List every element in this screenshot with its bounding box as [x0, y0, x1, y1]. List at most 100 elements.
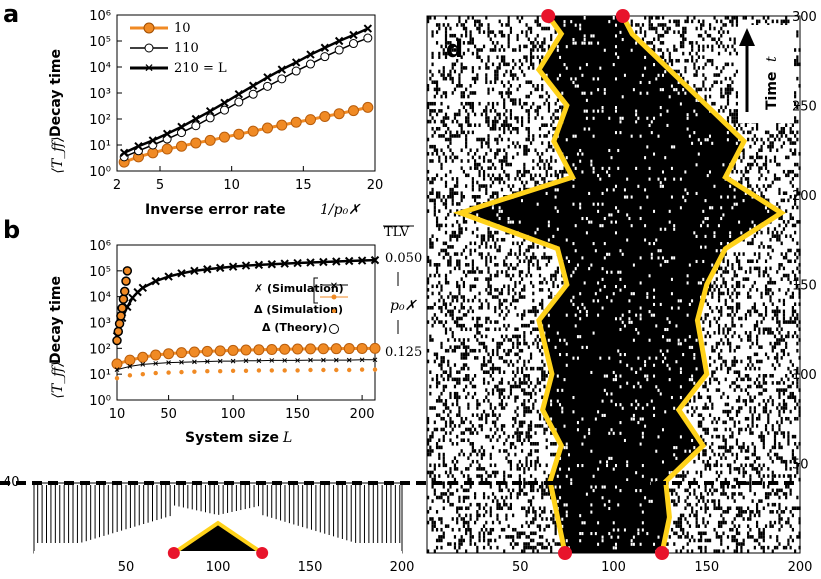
noise-cell: [476, 356, 479, 360]
noise-cell: [485, 112, 488, 117]
noise-cell: [498, 413, 501, 417]
noise-cell: [614, 76, 617, 81]
noise-cell: [661, 255, 664, 260]
noise-cell: [769, 409, 772, 414]
noise-cell: [713, 316, 716, 321]
noise-cell: [509, 91, 513, 95]
noise-cell: [742, 495, 745, 500]
noise-cell: [523, 363, 526, 367]
noise-cell: [751, 535, 754, 539]
noise-cell: [668, 488, 671, 493]
noise-cell: [435, 148, 439, 153]
noise-cell: [769, 295, 772, 299]
noise-cell: [460, 484, 463, 489]
noise-cell: [429, 109, 432, 113]
noise-cell: [794, 320, 797, 324]
noise-cell: [469, 463, 472, 468]
noise-cell: [758, 499, 761, 503]
noise-cell: [755, 309, 759, 314]
noise-cell: [480, 58, 483, 63]
noise-cell: [740, 449, 743, 453]
noise-cell: [496, 438, 499, 443]
domain-cell: [572, 173, 726, 178]
noise-cell: [485, 420, 488, 425]
noise-cell: [456, 381, 459, 385]
noise-cell: [590, 162, 593, 167]
noise-cell: [776, 320, 779, 324]
noise-cell: [778, 413, 781, 417]
noise-cell: [460, 535, 463, 539]
noise-cell: [623, 284, 626, 289]
noise-cell: [505, 159, 508, 163]
noise-cell: [639, 442, 642, 446]
noise-cell: [702, 384, 705, 389]
noise-cell: [449, 327, 452, 332]
noise-cell: [657, 248, 660, 253]
noise-cell: [444, 116, 448, 120]
data-point: [363, 24, 373, 33]
tlv-mid: p₀✗: [390, 298, 418, 314]
noise-cell: [444, 198, 448, 203]
noise-cell: [630, 291, 633, 296]
noise-cell: [787, 288, 790, 292]
noise-cell: [764, 166, 768, 170]
domain-cell: [565, 159, 733, 164]
noise-cell: [518, 381, 521, 385]
noise-cell: [715, 427, 718, 432]
noise-cell: [715, 377, 718, 382]
noise-cell: [608, 356, 611, 360]
data-point: [247, 125, 259, 137]
noise-cell: [529, 391, 533, 396]
noise-cell: [538, 416, 542, 421]
noise-cell: [471, 395, 474, 400]
noise-cell: [449, 492, 452, 496]
noise-cell: [451, 298, 454, 303]
noise-cell: [747, 391, 750, 396]
noise-cell: [639, 205, 642, 210]
noise-cell: [449, 374, 452, 378]
noise-cell: [776, 305, 779, 310]
noise-cell: [545, 91, 548, 95]
noise-cell: [494, 474, 497, 478]
noise-cell: [520, 420, 524, 425]
noise-cell: [733, 535, 736, 539]
noise-cell: [791, 320, 794, 324]
noise-cell: [494, 126, 497, 131]
noise-cell: [512, 76, 515, 81]
noise-cell: [523, 166, 526, 170]
noise-cell: [433, 109, 436, 113]
data-point: [234, 89, 244, 99]
noise-cell: [769, 237, 772, 242]
noise-cell: [691, 345, 694, 349]
noise-cell: [659, 180, 662, 185]
data-point: [230, 368, 236, 373]
noise-cell: [485, 348, 488, 353]
domain-cell: [542, 406, 679, 411]
noise-cell: [798, 338, 801, 342]
noise-cell: [498, 356, 501, 360]
noise-cell: [700, 506, 703, 511]
noise-cell: [724, 284, 727, 289]
noise-cell: [776, 452, 779, 457]
noise-cell: [554, 484, 557, 489]
noise-cell: [773, 474, 777, 478]
noise-cell: [473, 198, 477, 203]
noise-cell: [532, 255, 535, 260]
noise-cell: [449, 470, 452, 475]
noise-cell: [708, 377, 712, 382]
noise-cell: [523, 162, 526, 167]
noise-cell: [764, 291, 768, 296]
noise-cell: [740, 542, 743, 546]
noise-cell: [491, 370, 495, 374]
noise-cell: [516, 345, 519, 349]
noise-cell: [447, 252, 450, 256]
x-tick-label: 50: [160, 407, 177, 422]
noise-cell: [527, 266, 530, 271]
noise-cell: [509, 252, 513, 256]
noise-cell: [675, 323, 678, 328]
noise-cell: [706, 173, 709, 178]
noise-cell: [673, 520, 676, 525]
noise-cell: [465, 141, 468, 145]
noise-cell: [717, 506, 721, 511]
noise-cell: [778, 474, 781, 478]
